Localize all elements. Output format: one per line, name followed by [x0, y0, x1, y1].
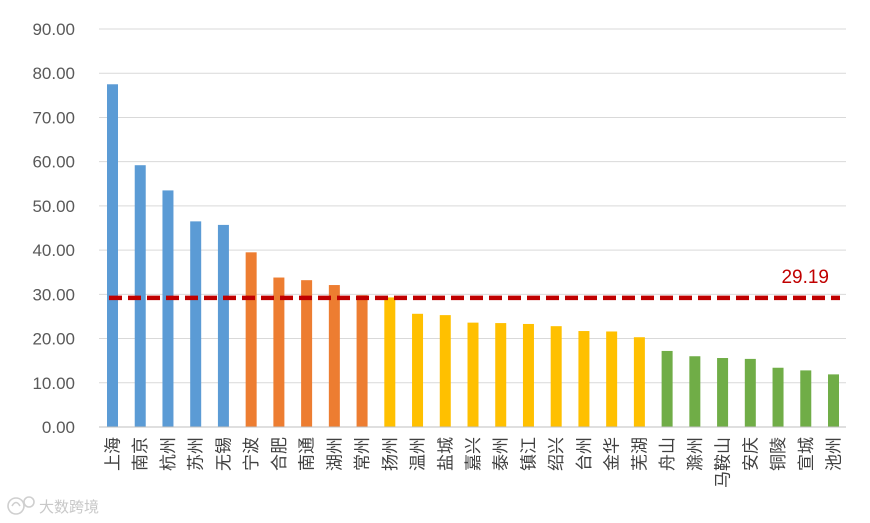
average-value-label: 29.19: [781, 267, 829, 288]
bars: [107, 84, 839, 428]
y-tick-label: 10.00: [32, 374, 75, 393]
bar-9: [328, 285, 340, 427]
x-category-label: 盐城: [436, 437, 456, 471]
bar-18: [578, 331, 590, 427]
bar-1: [107, 84, 118, 428]
x-category-label: 芜湖: [630, 437, 650, 471]
bar-7: [273, 277, 285, 427]
y-tick-label: 60.00: [32, 153, 75, 172]
y-tick-label: 20.00: [32, 330, 75, 349]
x-category-label: 上海: [104, 437, 124, 471]
bar-27: [828, 374, 839, 427]
bar-15: [495, 323, 507, 427]
x-category-label: 南通: [298, 437, 318, 471]
x-category-label: 湖州: [325, 437, 345, 471]
x-category-label: 嘉兴: [464, 437, 484, 471]
x-category-label: 合肥: [270, 437, 290, 471]
x-category-label: 宁波: [242, 437, 262, 471]
x-category-label: 池州: [825, 437, 845, 471]
bar-19: [606, 331, 618, 427]
y-tick-label: 40.00: [32, 241, 75, 260]
x-category-label: 泰州: [492, 437, 512, 471]
bar-26: [800, 370, 812, 427]
x-category-label: 台州: [575, 437, 595, 471]
bar-20: [633, 337, 645, 427]
bar-25: [772, 367, 784, 427]
y-tick-label: 0.00: [42, 418, 75, 437]
x-category-label: 苏州: [187, 437, 207, 471]
x-category-label: 绍兴: [547, 437, 567, 471]
bar-10: [356, 295, 368, 427]
bar-3: [162, 190, 174, 427]
x-category-label: 滁州: [686, 437, 706, 471]
bar-16: [522, 323, 534, 427]
brand-logo-icon: [7, 496, 35, 515]
x-category-label: 安庆: [741, 437, 761, 471]
x-category-label: 温州: [409, 437, 429, 471]
bar-14: [467, 322, 479, 427]
bar-8: [301, 280, 313, 427]
bar-5: [217, 224, 229, 427]
x-category-label: 无锡: [214, 437, 234, 471]
x-category-label: 常州: [353, 437, 373, 471]
x-category-label: 杭州: [159, 437, 179, 471]
bar-6: [245, 252, 257, 427]
bar-23: [717, 358, 729, 427]
watermark: 大数跨境: [7, 496, 99, 516]
bar-22: [689, 356, 701, 427]
bar-13: [439, 315, 451, 427]
x-category-label: 马鞍山: [714, 437, 734, 488]
bar-12: [412, 313, 424, 427]
x-category-label: 南京: [131, 437, 151, 471]
x-category-label: 扬州: [381, 437, 401, 471]
x-category-label: 舟山: [658, 437, 678, 471]
y-tick-label: 50.00: [32, 197, 75, 216]
x-category-label: 金华: [603, 437, 623, 471]
bar-24: [744, 358, 756, 427]
x-axis-category-labels: 上海 南京 杭州 苏州 无锡 宁波 合肥 南通 湖州 常州 扬州 温州 盐城 嘉兴 泰州 镇江 绍兴 台州 金华 芜湖…: [104, 437, 845, 488]
x-category-label: 宣城: [797, 437, 817, 471]
bar-21: [661, 350, 673, 427]
bar-11: [384, 297, 396, 427]
bar-17: [550, 326, 562, 427]
y-tick-label: 30.00: [32, 285, 75, 304]
y-tick-label: 90.00: [32, 20, 75, 39]
watermark-text: 大数跨境: [39, 498, 99, 516]
x-category-label: 镇江: [519, 437, 539, 471]
x-category-label: 铜陵: [769, 437, 789, 471]
y-tick-label: 80.00: [32, 64, 75, 83]
bar-4: [190, 221, 202, 427]
y-axis-tick-labels: 0.00 10.00 20.00 30.00 40.00 50.00 60.00 70.00 8…: [32, 20, 75, 437]
y-tick-label: 70.00: [32, 108, 75, 127]
